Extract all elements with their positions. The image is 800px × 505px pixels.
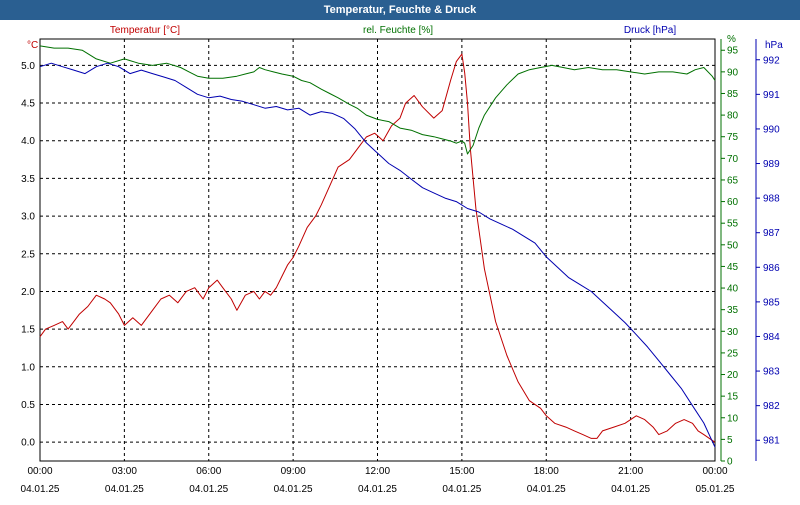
x-tick-time: 09:00 [281, 466, 306, 477]
temp-tick-label: 2.5 [21, 249, 35, 260]
pres-unit-label: hPa [765, 40, 783, 51]
hum-tick-label: 60 [727, 197, 739, 208]
hum-tick-label: 70 [727, 154, 739, 165]
hum-tick-label: 15 [727, 392, 739, 403]
temp-tick-label: 4.5 [21, 99, 35, 110]
hum-tick-label: 25 [727, 348, 739, 359]
temp-tick-label: 0.0 [21, 438, 35, 449]
axes-layer: 00:00 04.01.25 03:00 04.01.25 06:00 04.01.25 0… [21, 25, 784, 495]
grid [39, 38, 716, 462]
hum-unit-label: % [727, 34, 736, 45]
x-tick-date: 04.01.25 [358, 484, 397, 495]
temp-tick-label: 4.0 [21, 136, 35, 147]
temp-tick-label: 1.0 [21, 362, 35, 373]
x-tick-time: 00:00 [27, 466, 52, 477]
x-tick-time: 00:00 [702, 466, 727, 477]
chart-panel: 00:00 04.01.25 03:00 04.01.25 06:00 04.01.25 0… [0, 20, 800, 500]
temp-tick-label: 5.0 [21, 61, 35, 72]
x-tick-date: 04.01.25 [21, 484, 60, 495]
chart: 00:00 04.01.25 03:00 04.01.25 06:00 04.01.25 0… [21, 25, 784, 495]
humidity-line [39, 45, 716, 155]
hum-tick-label: 5 [727, 435, 733, 446]
hum-tick-label: 55 [727, 219, 739, 230]
hum-tick-label: 90 [727, 67, 739, 78]
x-tick-date: 04.01.25 [274, 484, 313, 495]
pres-tick-label: 992 [763, 55, 780, 66]
x-tick-time: 18:00 [534, 466, 559, 477]
hum-tick-label: 80 [727, 111, 739, 122]
hum-tick-label: 45 [727, 262, 739, 273]
pres-tick-label: 985 [763, 297, 780, 308]
x-tick-date: 05.01.25 [696, 484, 735, 495]
hum-tick-label: 75 [727, 132, 739, 143]
pres-tick-label: 986 [763, 263, 780, 274]
hum-tick-label: 65 [727, 175, 739, 186]
hum-tick-label: 35 [727, 305, 739, 316]
hum-tick-label: 95 [727, 46, 739, 57]
temp-tick-label: 1.5 [21, 325, 35, 336]
window-title: Temperatur, Feuchte & Druck [0, 0, 800, 20]
temp-tick-label: 3.5 [21, 174, 35, 185]
pres-tick-label: 982 [763, 401, 780, 412]
pres-axis-title: Druck [hPa] [624, 25, 676, 36]
hum-tick-label: 0 [727, 457, 733, 468]
hum-axis-title: rel. Feuchte [%] [363, 25, 433, 36]
x-tick-time: 03:00 [112, 466, 137, 477]
pres-tick-label: 981 [763, 436, 780, 447]
x-tick-time: 12:00 [365, 466, 390, 477]
x-tick-date: 04.01.25 [442, 484, 481, 495]
pressure-line [39, 62, 716, 448]
x-tick-time: 15:00 [449, 466, 474, 477]
pres-tick-label: 988 [763, 194, 780, 205]
pres-tick-label: 983 [763, 367, 780, 378]
x-tick-time: 21:00 [618, 466, 643, 477]
pres-tick-label: 989 [763, 159, 780, 170]
hum-tick-label: 20 [727, 370, 739, 381]
temp-tick-label: 0.5 [21, 400, 35, 411]
hum-tick-label: 85 [727, 89, 739, 100]
temperature-line [39, 53, 716, 443]
hum-tick-label: 10 [727, 413, 739, 424]
temp-axis-title: Temperatur [°C] [110, 25, 180, 36]
pres-tick-label: 984 [763, 332, 780, 343]
temp-unit-label: °C [27, 40, 38, 51]
x-tick-date: 04.01.25 [527, 484, 566, 495]
x-tick-date: 04.01.25 [105, 484, 144, 495]
pres-tick-label: 991 [763, 90, 780, 101]
hum-tick-label: 50 [727, 240, 739, 251]
hum-tick-label: 40 [727, 284, 739, 295]
x-tick-time: 06:00 [196, 466, 221, 477]
hum-tick-label: 30 [727, 327, 739, 338]
temp-tick-label: 2.0 [21, 287, 35, 298]
series-layer [39, 45, 716, 448]
pres-tick-label: 990 [763, 124, 780, 135]
pres-tick-label: 987 [763, 228, 780, 239]
temp-tick-label: 3.0 [21, 212, 35, 223]
x-tick-date: 04.01.25 [611, 484, 650, 495]
x-tick-date: 04.01.25 [189, 484, 228, 495]
